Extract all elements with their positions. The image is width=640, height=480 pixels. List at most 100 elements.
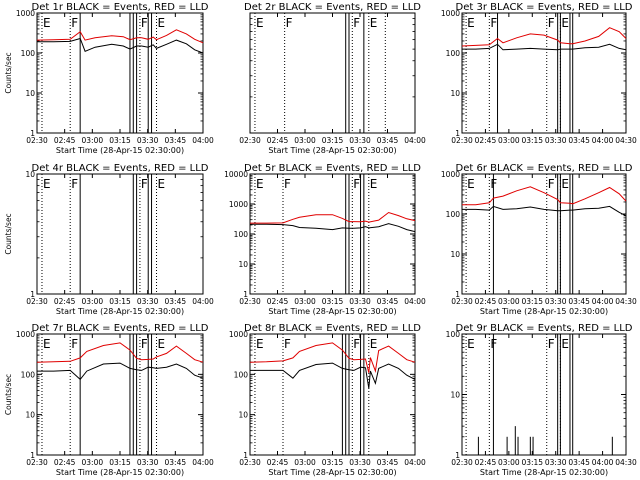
x-tick-label: 04:00 (192, 458, 214, 467)
series-lld (36, 342, 204, 363)
y-tick-label: 100 (446, 210, 461, 219)
x-axis-label: Start Time (28-Apr-15 02:30:00) (56, 146, 184, 155)
flag-label-f: F (71, 16, 78, 30)
x-tick-label: 03:00 (82, 297, 104, 306)
x-tick-label: 02:45 (475, 136, 497, 145)
x-tick-label: 03:45 (165, 297, 187, 306)
x-tick-label: 02:30 (451, 136, 473, 145)
y-tick-label: 100 (446, 330, 461, 339)
x-tick-label: 02:45 (54, 297, 76, 306)
flag-label-f: F (353, 16, 360, 30)
plot-frame (249, 12, 416, 134)
y-tick-label: 1 (455, 451, 460, 460)
x-tick-label: 03:15 (322, 458, 344, 467)
y-tick-label: 100 (21, 370, 36, 379)
y-tick-label: 10 (25, 170, 35, 179)
flag-label-e: E (43, 16, 51, 30)
y-tick-label: 10000 (224, 170, 248, 179)
series-events (37, 37, 204, 54)
y-tick-label: 1 (243, 290, 248, 299)
x-tick-label: 02:30 (26, 297, 48, 306)
flag-label-f: F (141, 177, 148, 191)
series-lld (250, 211, 416, 224)
y-tick-label: 10 (238, 411, 248, 420)
y-tick-label: 10 (25, 411, 35, 420)
y-tick-label: 1000 (16, 9, 35, 18)
series-events (250, 362, 416, 389)
x-tick-label: 03:30 (545, 297, 567, 306)
plot-frame (249, 333, 416, 456)
x-tick-label: 03:15 (322, 136, 344, 145)
y-tick-label: 1 (455, 290, 460, 299)
x-tick-label: 02:30 (239, 297, 261, 306)
x-tick-label: 03:45 (377, 297, 399, 306)
flag-label-e: E (256, 337, 264, 351)
x-tick-label: 03:30 (545, 458, 567, 467)
x-tick-label: 03:00 (294, 458, 316, 467)
chart-panel-8: Det 8r BLACK = Events, RED = LLD 02:30 02:… (229, 323, 426, 477)
flag-label-e: E (256, 177, 264, 191)
chart-panel-3: Det 3r BLACK = Events, RED = LLD 02:30 02:… (441, 2, 637, 145)
flag-label-e: E (370, 16, 378, 30)
x-tick-label: 03:45 (165, 458, 187, 467)
x-tick-label: 03:00 (294, 297, 316, 306)
x-tick-label: 02:45 (54, 136, 76, 145)
flag-label-e: E (561, 337, 569, 351)
flag-label-e: E (43, 337, 51, 351)
x-tick-label: 02:30 (239, 136, 261, 145)
y-tick-label: 1000 (229, 200, 248, 209)
plot-frame (36, 173, 204, 295)
x-tick-label: 03:30 (137, 297, 159, 306)
x-tick-label: 02:30 (451, 458, 473, 467)
x-tick-label: 03:30 (349, 458, 371, 467)
x-tick-label: 03:45 (165, 136, 187, 145)
chart-panel-6: Det 6r BLACK = Events, RED = LLD 02:30 02:… (441, 163, 637, 316)
x-tick-label: 03:45 (377, 458, 399, 467)
flag-label-e: E (561, 177, 569, 191)
flag-label-f: F (490, 16, 497, 30)
x-tick-label: 02:45 (267, 136, 289, 145)
chart-panel-7: Det 7r BLACK = Events, RED = LLD 02:30 02:… (4, 323, 214, 477)
y-tick-label: 10 (450, 391, 460, 400)
flag-label-e: E (158, 337, 166, 351)
plot-frame (249, 173, 416, 295)
x-axis-label: Start Time (28-Apr-15 02:30:00) (56, 307, 184, 316)
flag-label-e: E (467, 337, 475, 351)
x-tick-label: 03:45 (377, 136, 399, 145)
x-tick-label: 03:15 (521, 297, 543, 306)
x-tick-label: 03:00 (294, 136, 316, 145)
chart-title: Det 8r BLACK = Events, RED = LLD (244, 323, 421, 334)
x-axis-label: Start Time (28-Apr-15 02:30:00) (268, 468, 396, 477)
x-tick-label: 03:00 (498, 136, 520, 145)
flag-label-e: E (43, 177, 51, 191)
x-tick-label: 02:45 (267, 297, 289, 306)
flag-label-e: E (256, 16, 264, 30)
y-tick-label: 10 (238, 260, 248, 269)
x-axis-label: Start Time (28-Apr-15 02:30:00) (480, 468, 608, 477)
x-tick-label: 04:00 (404, 297, 426, 306)
x-axis-label: Start Time (28-Apr-15 02:30:00) (56, 468, 184, 477)
x-axis-label: Start Time (28-Apr-15 02:30:00) (268, 307, 396, 316)
x-tick-label: 03:15 (109, 136, 131, 145)
series-lld (461, 27, 627, 47)
flag-label-e: E (158, 177, 166, 191)
x-tick-label: 04:00 (404, 458, 426, 467)
plot-frame (36, 333, 204, 456)
x-tick-label: 04:30 (615, 297, 637, 306)
y-tick-label: 10 (450, 250, 460, 259)
series-events (462, 43, 627, 51)
x-tick-label: 03:15 (322, 297, 344, 306)
x-tick-label: 03:00 (498, 297, 520, 306)
chart-title: Det 4r BLACK = Events, RED = LLD (32, 163, 209, 174)
chart-title: Det 5r BLACK = Events, RED = LLD (244, 163, 421, 174)
y-tick-label: 100 (21, 49, 36, 58)
x-tick-label: 03:15 (109, 297, 131, 306)
x-tick-label: 03:15 (521, 458, 543, 467)
series-lld (36, 29, 204, 44)
x-tick-label: 03:15 (109, 458, 131, 467)
x-tick-label: 03:15 (521, 136, 543, 145)
flag-label-f: F (353, 337, 360, 351)
chart-title: Det 7r BLACK = Events, RED = LLD (32, 323, 209, 334)
x-tick-label: 04:00 (592, 458, 614, 467)
